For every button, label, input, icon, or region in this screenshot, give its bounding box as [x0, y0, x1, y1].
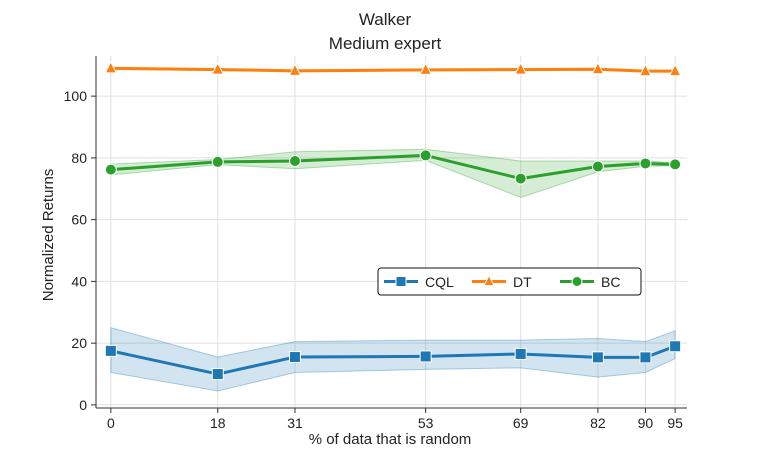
- point-dt: [211, 61, 225, 75]
- legend-marker-bc: [571, 276, 583, 287]
- tick-labels: 0 18 31 53 69 82 90 95 0 20 40 60 80 100: [64, 88, 683, 431]
- band-cql: [110, 327, 676, 392]
- series-lines: [110, 66, 676, 376]
- point-cql: [104, 344, 117, 357]
- y-tick-label: 0: [79, 397, 87, 413]
- point-dt: [104, 60, 118, 74]
- y-tick-label: 100: [64, 88, 88, 104]
- x-axis-label: % of data that is random: [309, 431, 472, 448]
- x-tick-label: 69: [513, 415, 529, 431]
- legend-label-cql: CQL: [425, 274, 454, 290]
- legend-label-bc: BC: [601, 274, 620, 290]
- axes: [91, 56, 687, 413]
- point-bc: [211, 155, 224, 168]
- legend-label-dt: DT: [513, 274, 532, 290]
- point-bc: [514, 172, 527, 185]
- x-tick-label: 82: [590, 415, 606, 431]
- y-tick-label: 40: [71, 273, 87, 289]
- chart-title-line-2: Medium expert: [329, 34, 442, 53]
- x-tick-label: 95: [667, 415, 683, 431]
- point-cql: [211, 368, 224, 381]
- y-axis-label: Normalized Returns: [40, 169, 57, 302]
- point-cql: [419, 350, 432, 363]
- y-tick-label: 80: [71, 150, 87, 166]
- legend: CQL DT BC: [377, 267, 642, 296]
- point-cql: [669, 340, 682, 353]
- legend-frame: [377, 267, 642, 296]
- point-bc: [669, 158, 682, 171]
- point-cql: [288, 351, 301, 364]
- point-dt: [288, 63, 302, 76]
- point-bc: [639, 157, 652, 170]
- y-tick-label: 60: [71, 212, 87, 228]
- x-tick-label: 18: [210, 415, 226, 431]
- point-dt: [514, 61, 527, 75]
- point-cql: [514, 347, 527, 360]
- y-tick-label: 20: [71, 335, 87, 351]
- point-dt: [591, 61, 605, 75]
- point-bc: [419, 149, 432, 162]
- point-dt: [668, 63, 682, 77]
- point-dt: [639, 63, 652, 77]
- line-cql: [110, 344, 676, 376]
- x-tick-label: 53: [418, 415, 434, 431]
- series-markers: [104, 60, 682, 381]
- x-tick-label: 90: [638, 415, 654, 431]
- legend-marker-cql: [395, 276, 407, 287]
- point-dt: [419, 62, 432, 75]
- point-bc: [104, 163, 117, 176]
- x-tick-label: 0: [107, 415, 115, 431]
- point-bc: [288, 154, 301, 167]
- line-bc: [110, 153, 676, 181]
- confidence-bands: [110, 66, 676, 392]
- point-bc: [591, 160, 604, 173]
- chart-title-line-1: Walker: [359, 10, 412, 29]
- line-dt: [110, 66, 676, 73]
- x-tick-label: 31: [287, 415, 303, 431]
- point-cql: [639, 351, 652, 364]
- legend-marker-dt: [483, 274, 495, 286]
- point-cql: [591, 351, 604, 364]
